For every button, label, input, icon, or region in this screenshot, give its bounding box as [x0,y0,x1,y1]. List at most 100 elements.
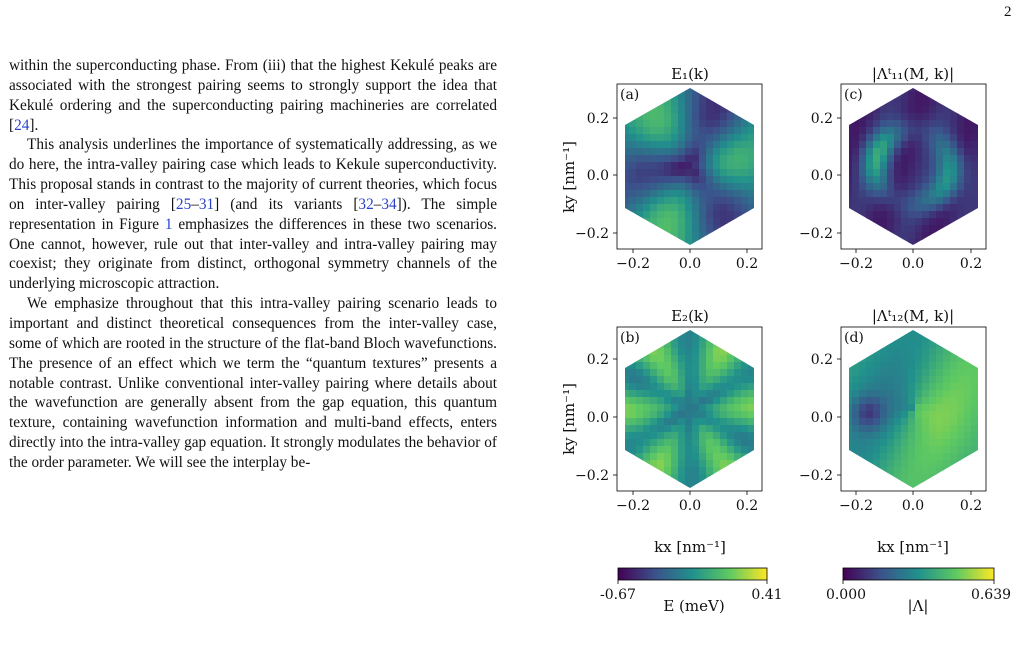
heatmap-cell [769,141,777,149]
heatmap-cell [964,432,972,440]
heatmap-cell [664,481,672,488]
heatmap-cell [943,369,951,377]
heatmap-cell [678,348,686,356]
heatmap-cell [922,183,930,191]
heatmap-cell [657,460,665,468]
heatmap-cell [727,411,735,419]
heatmap-cell [678,355,686,363]
heatmap-cell [964,362,972,370]
heatmap-cell [678,446,686,454]
heatmap-cell [692,330,700,335]
heatmap-cell [720,148,728,156]
heatmap-cell [894,330,902,335]
heatmap-cell [762,383,770,391]
heatmap-cell [908,383,916,391]
heatmap-cell [901,348,909,356]
heatmap-cell [950,446,958,454]
heatmap-cell [762,218,770,226]
heatmap-cell [615,460,623,468]
paragraph-2: This analysis underlines the importance … [9,135,497,294]
heatmap-cell [964,334,972,342]
heatmap-cell [608,481,616,489]
heatmap-cell [769,190,777,198]
heatmap-cell [943,439,951,447]
citation-link[interactable]: 32 [358,195,374,213]
heatmap-cell [678,488,686,496]
heatmap-cell [727,348,735,356]
heatmap-cell [692,225,700,233]
heatmap-cell [643,355,651,363]
heatmap-cell [859,418,867,426]
panel-d-frame [840,326,987,492]
heatmap-cell [608,404,616,412]
heatmap-cell [866,330,874,335]
heatmap-cell [629,404,637,412]
heatmap-cell [657,334,665,342]
heatmap-cell [887,99,895,107]
citation-link[interactable]: 31 [198,195,215,213]
citation-link[interactable]: 1 [164,215,173,233]
heatmap-cell [748,232,754,240]
heatmap-cell [720,467,728,475]
citation-link[interactable]: 24 [14,116,30,134]
heatmap-cell [664,88,672,93]
heatmap-cell [755,439,763,447]
heatmap-cell [664,113,672,121]
heatmap-cell [755,162,763,170]
heatmap-cell [629,113,637,121]
heatmap-cell [873,127,881,135]
heatmap-cell [755,225,763,233]
heatmap-cell [678,460,686,468]
heatmap-cell [741,162,749,170]
heatmap-cell [849,141,853,149]
heatmap-cell [748,467,754,475]
heatmap-cell [866,411,874,419]
heatmap-cell [727,418,735,426]
citation-link[interactable]: 25 [175,195,192,213]
heatmap-cell [671,411,679,419]
heatmap-cell [699,239,707,245]
heatmap-cell [685,120,693,128]
heatmap-cell [992,169,1000,177]
heatmap-cell [608,211,616,219]
heatmap-cell [950,488,958,496]
heatmap-cell [643,141,651,149]
heatmap-cell [769,432,777,440]
heatmap-cell [887,183,895,191]
heatmap-cell [943,474,951,482]
heatmap-cell [692,99,700,107]
heatmap-cell [608,176,616,184]
heatmap-cell [866,355,874,363]
heatmap-cell [866,169,874,177]
heatmap-cell [922,348,930,356]
heatmap-cell [929,246,937,254]
heatmap-cell [706,383,714,391]
heatmap-cell [625,439,630,447]
heatmap-cell [922,341,930,349]
heatmap-cell [762,176,770,184]
heatmap-cell [901,474,909,482]
heatmap-cell [636,446,644,454]
heatmap-cell [964,106,972,114]
heatmap-cell [706,176,714,184]
heatmap-cell [636,155,644,163]
heatmap-cell [964,246,972,254]
citation-link[interactable]: 34 [381,195,397,213]
heatmap-cell [685,404,693,412]
heatmap-cell [838,488,846,496]
heatmap-cell [769,246,777,254]
heatmap-cell [992,246,1000,254]
heatmap-cell [755,481,763,489]
heatmap-a [608,88,777,254]
heatmap-cell [838,134,846,142]
heatmap-cell [615,439,623,447]
heatmap-cell [720,369,728,377]
heatmap-cell [978,418,986,426]
heatmap-cell [636,348,644,356]
heatmap-cell [748,481,754,488]
heatmap-cell [838,453,846,461]
heatmap-cell [685,418,693,426]
heatmap-cell [657,355,665,363]
heatmap-cell [706,204,714,212]
heatmap-cell [929,453,937,461]
